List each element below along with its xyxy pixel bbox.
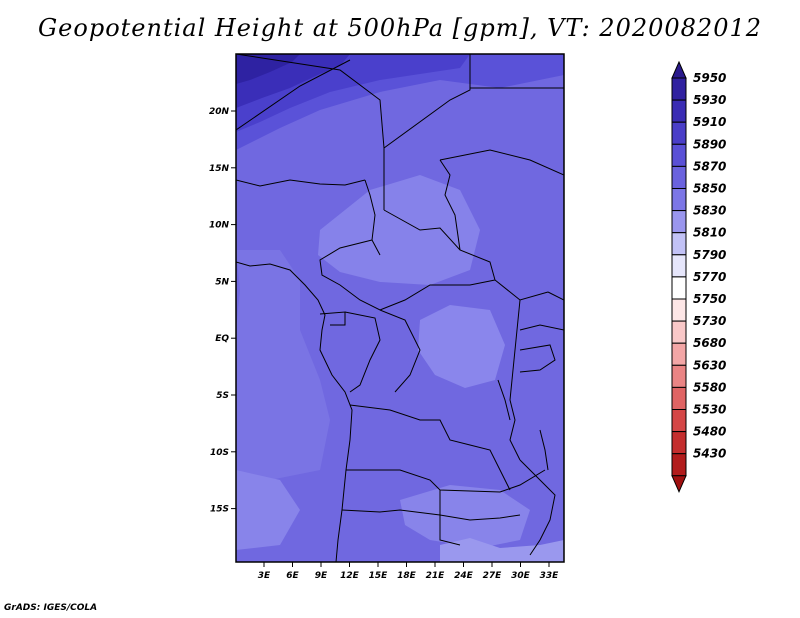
border-mozambique bbox=[519, 459, 556, 556]
colorbar: 5950 5930 5910 5890 5870 5850 5830 5810 5790 5770… bbox=[671, 60, 726, 494]
colorbar-segment bbox=[671, 210, 687, 234]
lat-tick-label: 15S bbox=[210, 505, 229, 515]
lake-tanganyika bbox=[497, 379, 511, 421]
boundaries bbox=[236, 54, 564, 562]
field-patch-south bbox=[400, 485, 530, 548]
border-great-lakes bbox=[509, 299, 521, 461]
lon-tick-label: 6E bbox=[286, 571, 299, 581]
colorbar-label: 5530 bbox=[693, 403, 726, 417]
field-patch-congo bbox=[418, 305, 505, 388]
colorbar-segment bbox=[671, 364, 687, 388]
border-chad-west bbox=[364, 179, 381, 256]
lat-tick-label: 5N bbox=[215, 277, 229, 287]
colorbar-label: 5580 bbox=[693, 380, 726, 394]
border-gabon-congo bbox=[344, 311, 381, 393]
colorbar-bottom-arrow bbox=[671, 475, 687, 494]
height-field bbox=[236, 54, 564, 562]
colorbar-label: 5950 bbox=[693, 71, 726, 85]
colorbar-segment bbox=[671, 276, 687, 300]
lon-tick-label: 18E bbox=[397, 571, 417, 581]
colorbar-label: 5790 bbox=[693, 248, 726, 262]
longitude-axis: 3E 6E 9E 12E 15E 18E 21E 24E 27E 30E 33E bbox=[258, 562, 559, 581]
lon-tick-label: 15E bbox=[369, 571, 389, 581]
border-car-cameroon bbox=[319, 239, 496, 311]
colorbar-label: 5930 bbox=[693, 93, 726, 107]
lat-tick-label: 10N bbox=[209, 221, 230, 231]
colorbar-segment bbox=[671, 386, 687, 410]
border-sudan-chad bbox=[439, 159, 461, 251]
colorbar-label: 5480 bbox=[693, 425, 726, 439]
colorbar-label: 5870 bbox=[693, 159, 726, 173]
lake-victoria bbox=[519, 344, 556, 373]
field-patch-southwest bbox=[236, 470, 300, 550]
colorbar-segment bbox=[671, 409, 687, 433]
border-libya-egypt bbox=[236, 54, 385, 210]
border-botswana bbox=[439, 490, 461, 546]
field-patch-south-edge bbox=[440, 538, 564, 562]
border-niger-libya bbox=[236, 59, 351, 131]
lon-tick-label: 21E bbox=[426, 571, 446, 581]
colorbar-top-arrow bbox=[671, 60, 687, 79]
lon-tick-label: 30E bbox=[511, 571, 531, 581]
chart-title: Geopotential Height at 500hPa [gpm], VT:… bbox=[38, 14, 762, 42]
lon-tick-label: 24E bbox=[454, 571, 474, 581]
colorbar-label: 5750 bbox=[693, 292, 726, 306]
colorbar-segment bbox=[671, 121, 687, 145]
lat-tick-label: 5S bbox=[216, 391, 229, 401]
lat-tick-label: 10S bbox=[210, 448, 229, 458]
border-angola-drc bbox=[349, 404, 511, 491]
colorbar-label: 5910 bbox=[693, 115, 726, 129]
colorbar-label: 5830 bbox=[693, 204, 726, 218]
lon-tick-label: 12E bbox=[340, 571, 360, 581]
map-frame bbox=[235, 53, 565, 563]
lat-tick-label: EQ bbox=[215, 334, 229, 344]
colorbar-label: 5890 bbox=[693, 137, 726, 151]
colorbar-segment bbox=[671, 143, 687, 167]
border-east bbox=[519, 291, 564, 331]
coastline bbox=[236, 261, 353, 562]
colorbar-label: 5430 bbox=[693, 447, 726, 461]
colorbar-segment bbox=[671, 232, 687, 256]
colorbar-segment bbox=[671, 99, 687, 123]
border-sudan-ethiopia bbox=[439, 149, 564, 176]
colorbar-label: 5810 bbox=[693, 226, 726, 240]
border-sahel bbox=[236, 179, 366, 187]
field-patch-west bbox=[236, 250, 330, 480]
colorbar-segment bbox=[671, 431, 687, 455]
colorbar-segment bbox=[671, 298, 687, 322]
colorbar-segment bbox=[671, 188, 687, 212]
border-congo-drc bbox=[379, 309, 421, 393]
colorbar-label: 5850 bbox=[693, 182, 726, 196]
colorbar-label: 5770 bbox=[693, 270, 726, 284]
border-egypt-sudan bbox=[383, 54, 471, 149]
colorbar-segment bbox=[671, 165, 687, 189]
lon-tick-label: 27E bbox=[483, 571, 503, 581]
lat-tick-label: 20N bbox=[209, 107, 230, 117]
border-eq-guinea bbox=[319, 311, 346, 326]
colorbar-label: 5630 bbox=[693, 358, 726, 372]
field-patch-central-north bbox=[318, 175, 480, 285]
colorbar-segment bbox=[671, 320, 687, 344]
lon-tick-label: 9E bbox=[315, 571, 328, 581]
colorbar-segment bbox=[671, 254, 687, 278]
colorbar-segment bbox=[671, 342, 687, 366]
colorbar-label: 5730 bbox=[693, 314, 726, 328]
lake-malawi bbox=[539, 429, 549, 471]
lon-tick-label: 33E bbox=[540, 571, 560, 581]
lat-tick-label: 15N bbox=[209, 164, 230, 174]
colorbar-segment bbox=[671, 453, 687, 477]
border-car-south-sudan bbox=[383, 209, 549, 301]
latitude-axis: 20N 15N 10N 5N EQ 5S 10S 15S bbox=[209, 107, 236, 515]
grads-credit: GrADS: IGES/COLA bbox=[4, 603, 98, 613]
colorbar-label: 5680 bbox=[693, 336, 726, 350]
lon-tick-label: 3E bbox=[258, 571, 271, 581]
colorbar-segment bbox=[671, 77, 687, 101]
